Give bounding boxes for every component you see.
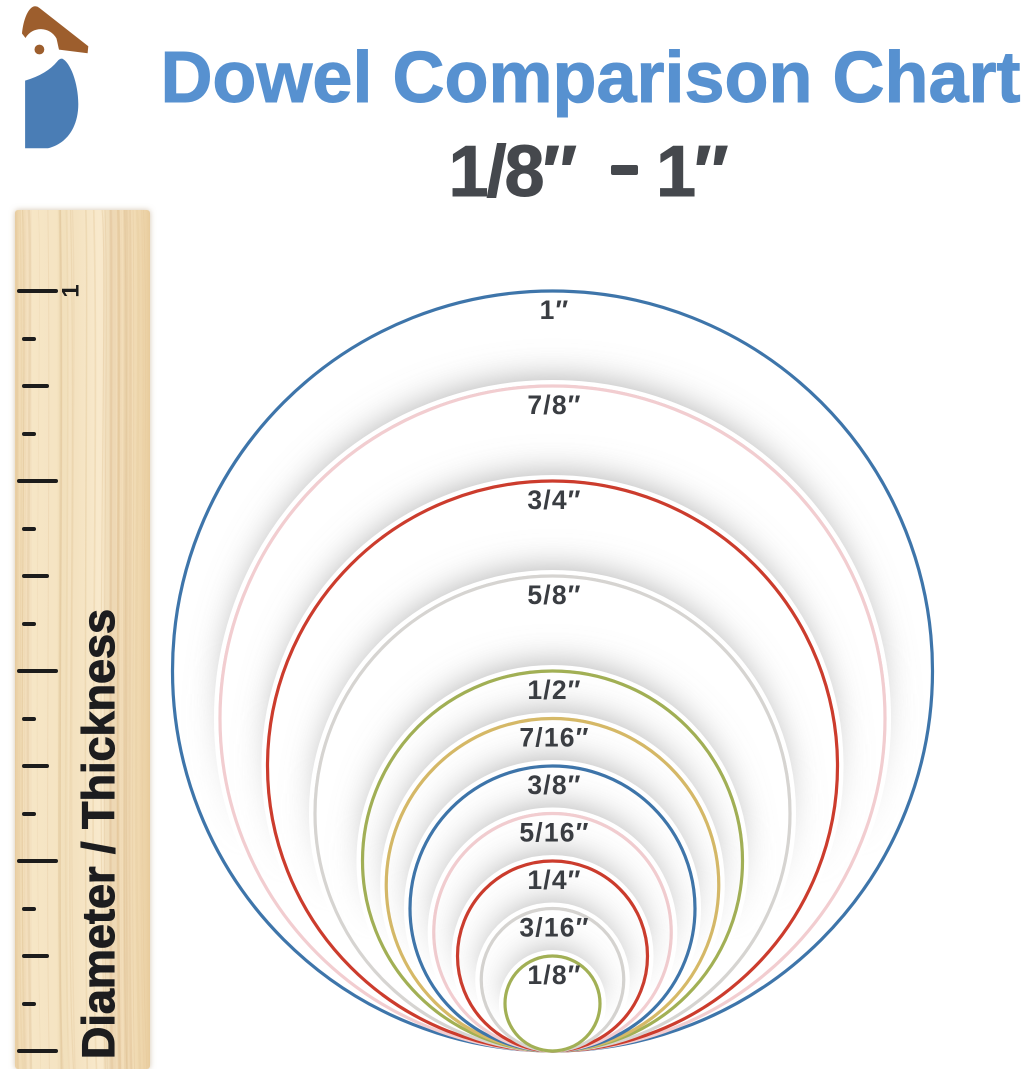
svg-text:5/8″: 5/8″ — [527, 580, 581, 610]
svg-text:1/2″: 1/2″ — [527, 675, 581, 705]
svg-text:5/16″: 5/16″ — [519, 818, 589, 848]
svg-text:1/4″: 1/4″ — [527, 865, 581, 895]
svg-text:1″: 1″ — [540, 295, 570, 325]
svg-text:3/16″: 3/16″ — [519, 913, 589, 943]
svg-text:7/8″: 7/8″ — [527, 390, 581, 420]
svg-text:3/4″: 3/4″ — [527, 485, 581, 515]
svg-text:7/16″: 7/16″ — [519, 723, 589, 753]
svg-text:1/8″: 1/8″ — [527, 960, 581, 990]
svg-text:3/8″: 3/8″ — [527, 770, 581, 800]
